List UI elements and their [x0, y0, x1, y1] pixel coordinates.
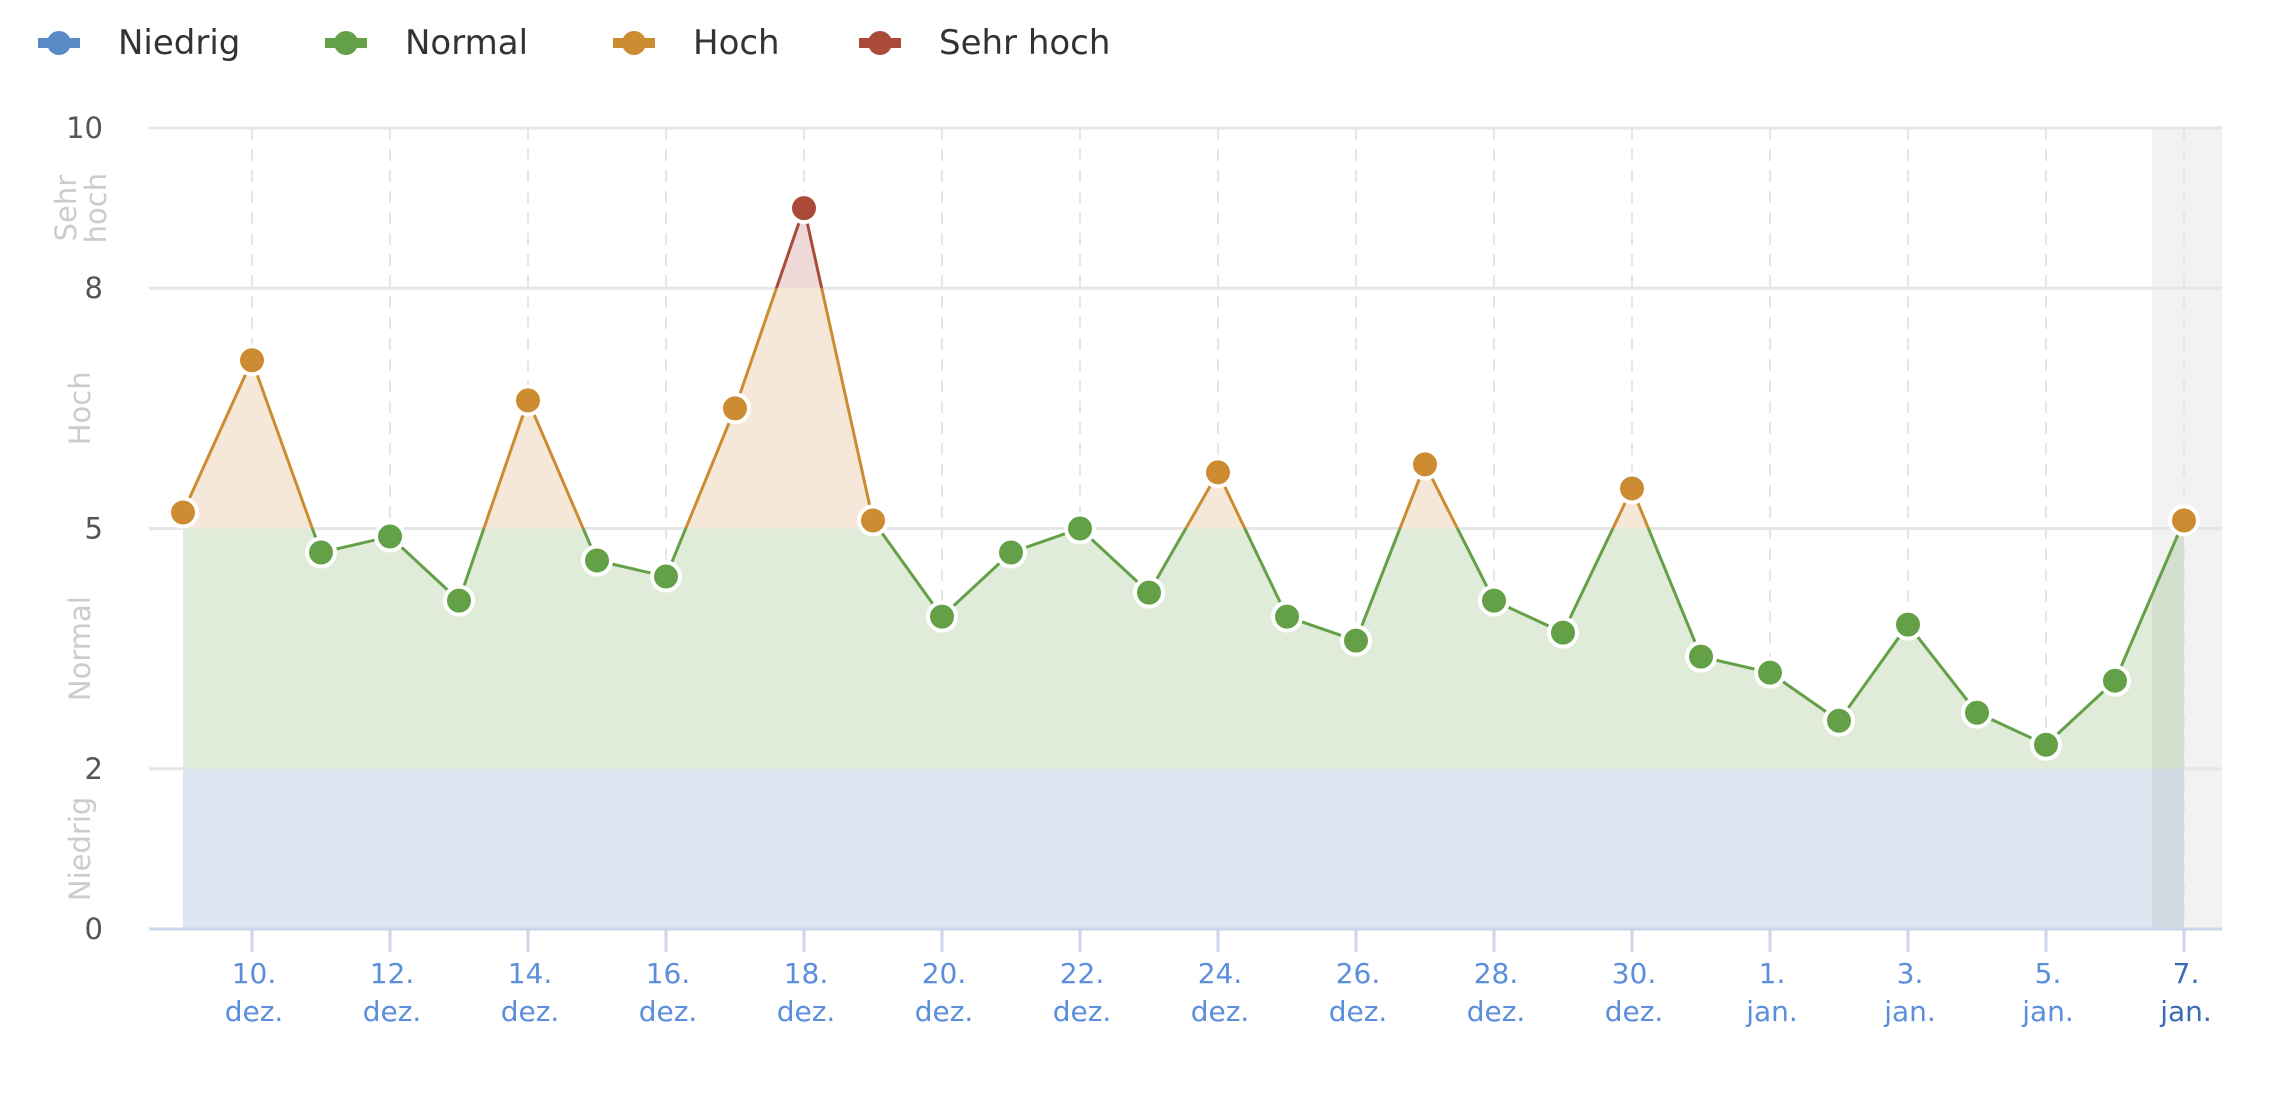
legend-marker-icon: [613, 31, 655, 55]
data-point[interactable]: 21. dez.: 4.7: [995, 536, 1027, 569]
data-point[interactable]: 31. dez.: 3.4: [1685, 640, 1717, 673]
data-point[interactable]: 27. dez.: 5.8: [1409, 448, 1441, 481]
x-tick-label: 22.: [1060, 957, 1105, 990]
data-point[interactable]: 7. jan.: 5.1: [2168, 504, 2200, 537]
data-point[interactable]: 12. dez.: 4.9: [374, 520, 406, 553]
legend-marker-icon: [859, 31, 901, 55]
x-tick-label: dez.: [639, 995, 698, 1028]
x-tick-label: 18.: [784, 957, 829, 990]
data-point[interactable]: 9. dez.: 5.2: [167, 496, 199, 529]
legend-marker-icon: [38, 31, 80, 55]
x-tick-label: dez.: [225, 995, 284, 1028]
x-tick-label: 7.: [2173, 957, 2200, 990]
y-tick-label: 5: [85, 512, 103, 546]
legend-label: Hoch: [693, 23, 780, 63]
zone-label: Hoch: [63, 371, 97, 445]
data-point[interactable]: 22. dez.: 5: [1064, 512, 1096, 545]
x-tick-label: jan.: [1883, 995, 1936, 1028]
y-axis: 0 2 5 8 10: [66, 111, 103, 946]
data-point[interactable]: 23. dez.: 4.2: [1133, 576, 1165, 609]
data-point[interactable]: 16. dez.: 4.4: [650, 560, 682, 593]
data-point[interactable]: 29. dez.: 3.7: [1547, 616, 1579, 649]
data-point[interactable]: 13. dez.: 4.1: [443, 584, 475, 617]
svg-text:Niedrig: Niedrig: [63, 797, 97, 901]
data-point[interactable]: 30. dez.: 5.5: [1616, 472, 1648, 505]
legend-marker-icon: [325, 31, 367, 55]
data-point[interactable]: 28. dez.: 4.1: [1478, 584, 1510, 617]
chart-legend: Niedrig Normal Hoch Sehr hoch: [0, 0, 1300, 86]
x-tick-label: 26.: [1336, 957, 1381, 990]
x-tick-label: dez.: [1467, 995, 1526, 1028]
x-tick-label: dez.: [777, 995, 836, 1028]
x-tick-label: 10.: [232, 957, 277, 990]
data-point[interactable]: 25. dez.: 3.9: [1271, 600, 1303, 633]
zone-label: Normal: [63, 596, 97, 701]
data-point[interactable]: 18. dez.: 9: [788, 192, 820, 225]
x-axis: 10. dez. 12. dez. 14. dez. 16. dez. 18. dez. 20. de…: [149, 927, 2222, 1028]
x-tick-label: dez.: [1605, 995, 1664, 1028]
x-tick-label: dez.: [1053, 995, 1112, 1028]
x-tick-label: dez.: [915, 995, 974, 1028]
x-tick-label: 12.: [370, 957, 415, 990]
data-point[interactable]: 14. dez.: 6.6: [512, 384, 544, 417]
y-tick-label: 2: [85, 752, 103, 786]
legend-label: Sehr hoch: [939, 23, 1111, 63]
legend-item-normal[interactable]: Normal: [325, 19, 528, 67]
data-point[interactable]: 15. dez.: 4.6: [581, 544, 613, 577]
y-tick-label: 0: [85, 912, 103, 946]
y-tick-label: 8: [85, 271, 103, 305]
x-tick-label: 5.: [2035, 957, 2062, 990]
x-tick-label: 1.: [1759, 957, 1786, 990]
x-tick-label: 14.: [508, 957, 553, 990]
legend-item-sehr-hoch[interactable]: Sehr hoch: [859, 19, 1110, 67]
svg-text:hoch: hoch: [79, 173, 113, 243]
series-line: [181, 202, 2186, 747]
svg-text:Sehr: Sehr: [49, 175, 83, 242]
x-tick-label: 30.: [1612, 957, 1657, 990]
area-fills: [183, 208, 2184, 929]
x-tick-label: jan.: [1745, 995, 1798, 1028]
data-point[interactable]: 17. dez.: 6.5: [719, 392, 751, 425]
data-point[interactable]: 4. jan.: 2.7: [1961, 696, 1993, 729]
x-tick-label: 24.: [1198, 957, 1243, 990]
x-tick-label: 20.: [922, 957, 967, 990]
data-point[interactable]: 2. jan.: 2.6: [1823, 704, 1855, 737]
data-point[interactable]: 11. dez.: 4.7: [305, 536, 337, 569]
zone-label: Niedrig: [63, 797, 97, 901]
x-tick-label: dez.: [1329, 995, 1388, 1028]
data-point[interactable]: 10. dez.: 7.1: [236, 344, 268, 377]
x-tick-label: 16.: [646, 957, 691, 990]
legend-label: Normal: [405, 23, 529, 63]
data-point[interactable]: 6. jan.: 3.1: [2099, 664, 2131, 697]
data-point[interactable]: 26. dez.: 3.6: [1340, 624, 1372, 657]
x-tick-label: dez.: [363, 995, 422, 1028]
x-tick-label: jan.: [2159, 995, 2212, 1028]
data-point[interactable]: 19. dez.: 5.1: [857, 504, 889, 537]
x-tick-label: 28.: [1474, 957, 1519, 990]
data-point[interactable]: 24. dez.: 5.7: [1202, 456, 1234, 489]
data-point[interactable]: 20. dez.: 3.9: [926, 600, 958, 633]
data-point[interactable]: 1. jan.: 3.2: [1754, 656, 1786, 689]
x-tick-label: jan.: [2021, 995, 2074, 1028]
legend-label: Niedrig: [118, 23, 241, 63]
data-point[interactable]: 5. jan.: 2.3: [2030, 728, 2062, 761]
y-tick-label: 10: [66, 111, 103, 145]
data-points[interactable]: 9. dez.: 5.2 10. dez.: 7.1 11. dez.: 4.7 12…: [167, 192, 2200, 761]
data-point[interactable]: 3. jan.: 3.8: [1892, 608, 1924, 641]
x-tick-label: dez.: [1191, 995, 1250, 1028]
svg-text:Hoch: Hoch: [63, 371, 97, 445]
legend-item-hoch[interactable]: Hoch: [613, 19, 780, 67]
legend-item-niedrig[interactable]: Niedrig: [38, 19, 240, 67]
x-tick-label: 3.: [1897, 957, 1924, 990]
x-tick-label: dez.: [501, 995, 560, 1028]
svg-text:Normal: Normal: [63, 596, 97, 701]
